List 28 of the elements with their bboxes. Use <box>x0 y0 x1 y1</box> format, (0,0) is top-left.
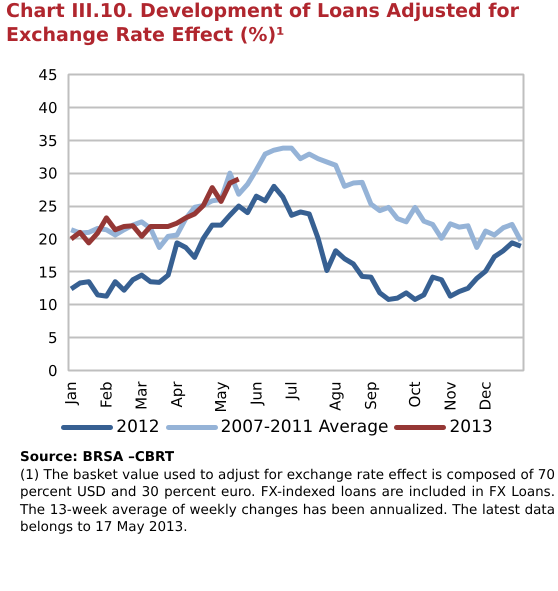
x-tick-label: Jul <box>282 381 301 401</box>
x-tick-label: Jun <box>247 382 266 406</box>
y-tick-label: 25 <box>38 198 58 216</box>
legend-label: 2013 <box>448 416 493 439</box>
x-tick-label: Dec <box>476 381 495 411</box>
y-tick-label: 5 <box>48 329 58 348</box>
x-tick-label: Nov <box>441 381 460 411</box>
chart-title: Chart III.10. Development of Loans Adjusted for Exchange Rate Effect (%)¹ <box>6 0 520 48</box>
y-tick-label: 0 <box>48 362 58 380</box>
text: (1) The basket value used to adjust for exchange rate effect is composed of 70 percent USD and 30 percent euro. FX-indexed loans are included in FX Loans. The 13-week average of weekly changes has been annualized. The latest data belongs to 17 May 2013. <box>20 466 555 537</box>
x-tick-label: Agu <box>326 381 345 411</box>
y-tick-label: 40 <box>38 98 58 117</box>
x-tick-label: Oct <box>406 381 424 408</box>
y-tick-label: 35 <box>38 132 58 150</box>
x-tick-label: Feb <box>97 381 116 408</box>
x-tick-label: Sep <box>362 381 380 410</box>
x-tick-label: Jan <box>62 382 80 406</box>
y-tick-label: 10 <box>38 296 58 314</box>
legend-label: 2012 <box>115 416 160 439</box>
x-tick-label: Mar <box>132 380 151 410</box>
y-tick-label: 30 <box>38 164 58 183</box>
y-tick-label: 45 <box>38 66 58 84</box>
legend-label: 2007-2011 Average <box>220 416 388 439</box>
x-tick-label: Apr <box>168 380 186 408</box>
source-note: Source: BRSA –CBRT <box>20 449 176 467</box>
y-tick-label: 20 <box>38 230 58 248</box>
y-tick-label: 15 <box>38 263 58 282</box>
x-tick-label: May <box>212 381 230 413</box>
